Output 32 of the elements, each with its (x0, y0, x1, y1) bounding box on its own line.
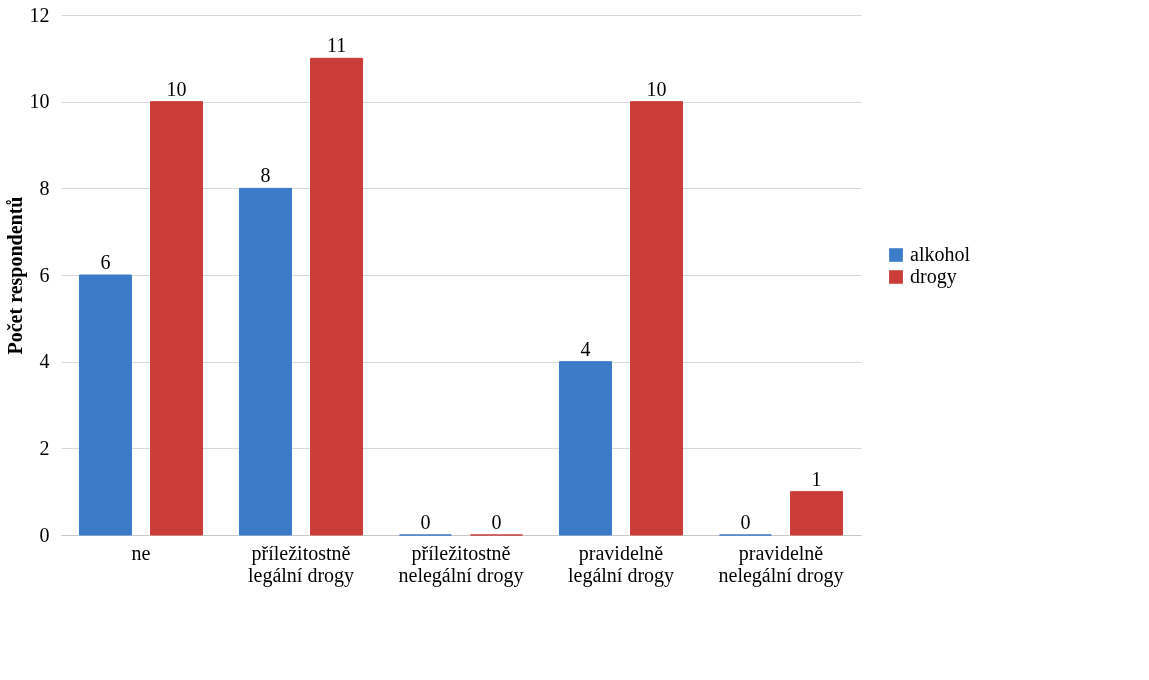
x-tick-label: příležitostně nelegální drogy (398, 541, 524, 587)
y-tick-label: 0 (39, 523, 50, 546)
data-label: 8 (260, 164, 271, 187)
data-label: 0 (740, 511, 751, 533)
data-label: 6 (100, 251, 111, 273)
y-tick-label: 10 (29, 90, 50, 113)
bar (78, 274, 132, 536)
bar (630, 101, 684, 536)
data-label: 4 (580, 337, 591, 360)
y-tick-label: 12 (29, 3, 50, 26)
x-tick-label: pravidelně legální drogy (567, 541, 675, 587)
y-tick-label: 6 (39, 263, 50, 286)
y-axis-title: Počet respondentů (3, 196, 27, 355)
bar (238, 187, 292, 536)
bar (558, 361, 612, 536)
legend-label: drogy (910, 265, 957, 288)
bar (150, 101, 204, 536)
y-tick-label: 8 (39, 176, 50, 199)
data-label: 1 (811, 467, 822, 490)
legend-label: alkohol (910, 243, 971, 265)
y-tick-label: 2 (39, 436, 50, 459)
x-tick-label: příležitostně legální drogy (247, 541, 355, 587)
x-tick-label: pravidelně nelegální drogy (718, 541, 844, 587)
bar (310, 57, 364, 536)
y-tick-label: 4 (39, 350, 50, 373)
data-label: 10 (646, 77, 667, 100)
x-tick-label: ne (131, 541, 151, 564)
bar (790, 491, 844, 536)
data-label: 0 (491, 511, 502, 533)
data-label: 11 (326, 34, 347, 57)
data-label: 0 (420, 511, 431, 533)
data-label: 10 (166, 77, 187, 100)
